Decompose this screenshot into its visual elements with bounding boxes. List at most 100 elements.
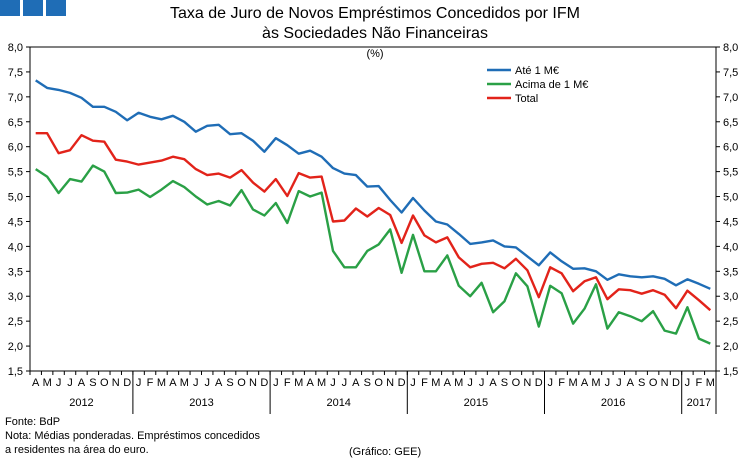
series-line-Até 1 M€: [35, 79, 711, 290]
y-tick-label-left: 5,0: [8, 192, 23, 204]
month-label: J: [330, 377, 336, 389]
month-label: A: [32, 377, 40, 389]
month-label: N: [386, 377, 394, 389]
month-label: M: [294, 377, 303, 389]
year-label: 2016: [601, 397, 625, 409]
y-tick-label-left: 3,5: [8, 266, 23, 278]
month-label: A: [352, 377, 360, 389]
month-label: F: [421, 377, 428, 389]
month-label: D: [672, 377, 680, 389]
y-tick-label-left: 8,0: [8, 42, 23, 54]
y-tick-label-left: 2,0: [8, 341, 23, 353]
month-label: A: [215, 377, 223, 389]
month-label: S: [364, 377, 371, 389]
month-label: M: [568, 377, 577, 389]
month-label: M: [180, 377, 189, 389]
month-label: S: [89, 377, 96, 389]
month-label: J: [547, 377, 553, 389]
y-tick-label-right: 3,5: [723, 266, 738, 278]
month-label: J: [616, 377, 622, 389]
month-label: O: [512, 377, 521, 389]
chart-credit: (Gráfico: GEE): [349, 446, 422, 458]
year-label: 2017: [687, 397, 711, 409]
month-label: A: [169, 377, 177, 389]
legend-label: Acima de 1 M€: [515, 79, 588, 91]
month-label: A: [627, 377, 635, 389]
month-label: A: [444, 377, 452, 389]
y-tick-label-left: 2,5: [8, 316, 23, 328]
y-tick-label-right: 4,0: [723, 241, 738, 253]
month-label: J: [479, 377, 485, 389]
month-label: N: [112, 377, 120, 389]
month-label: J: [342, 377, 348, 389]
methodology-note-line1: Nota: Médias ponderadas. Empréstimos con…: [5, 430, 260, 442]
y-tick-label-left: 3,0: [8, 291, 23, 303]
month-label: M: [43, 377, 52, 389]
month-label: D: [398, 377, 406, 389]
y-tick-label-left: 4,0: [8, 241, 23, 253]
month-label: S: [226, 377, 233, 389]
year-label: 2012: [69, 397, 93, 409]
y-tick-label-left: 4,5: [8, 216, 23, 228]
month-label: A: [78, 377, 86, 389]
month-label: A: [581, 377, 589, 389]
month-label: J: [204, 377, 210, 389]
month-label: M: [431, 377, 440, 389]
month-label: A: [489, 377, 497, 389]
month-label: N: [523, 377, 531, 389]
month-label: J: [605, 377, 611, 389]
y-tick-label-left: 7,5: [8, 67, 23, 79]
y-tick-label-right: 6,0: [723, 142, 738, 154]
y-tick-label-right: 2,5: [723, 316, 738, 328]
y-tick-label-right: 3,0: [723, 291, 738, 303]
month-label: F: [558, 377, 565, 389]
methodology-note-line2: a residentes na área do euro.: [5, 444, 149, 456]
year-label: 2014: [326, 397, 350, 409]
y-tick-label-left: 5,5: [8, 167, 23, 179]
month-label: O: [237, 377, 246, 389]
y-tick-label-right: 5,5: [723, 167, 738, 179]
month-label: J: [193, 377, 199, 389]
y-tick-label-right: 8,0: [723, 42, 738, 54]
month-label: S: [501, 377, 508, 389]
y-tick-label-right: 5,0: [723, 192, 738, 204]
series-line-Acima de 1 M€: [35, 164, 711, 345]
month-label: M: [317, 377, 326, 389]
month-label: J: [136, 377, 142, 389]
month-label: N: [249, 377, 257, 389]
y-tick-label-left: 6,0: [8, 142, 23, 154]
chart-title: Taxa de Juro de Novos Empréstimos Conced…: [0, 4, 750, 44]
y-tick-label-right: 7,5: [723, 67, 738, 79]
y-tick-label-left: 1,5: [8, 366, 23, 378]
chart-unit: (%): [366, 48, 384, 60]
y-tick-label-right: 6,5: [723, 117, 738, 129]
month-label: O: [649, 377, 658, 389]
y-tick-label-right: 2,0: [723, 341, 738, 353]
y-tick-label-right: 4,5: [723, 216, 738, 228]
month-label: F: [147, 377, 154, 389]
month-label: J: [467, 377, 473, 389]
month-label: D: [123, 377, 131, 389]
brand-logo: [0, 0, 66, 16]
month-label: O: [374, 377, 383, 389]
chart-title-line2: às Sociedades Não Financeiras: [262, 25, 488, 42]
month-label: A: [306, 377, 314, 389]
chart-title-line1: Taxa de Juro de Novos Empréstimos Conced…: [170, 5, 580, 22]
legend-label: Até 1 M€: [515, 65, 559, 77]
y-tick-label-right: 1,5: [723, 366, 738, 378]
month-label: M: [157, 377, 166, 389]
source-note: Fonte: BdP: [5, 416, 61, 428]
legend-label: Total: [515, 93, 538, 105]
month-label: M: [454, 377, 463, 389]
series-line-Total: [35, 131, 712, 312]
y-tick-label-left: 7,0: [8, 92, 23, 104]
month-label: M: [591, 377, 600, 389]
y-tick-label-right: 7,0: [723, 92, 738, 104]
month-label: F: [695, 377, 702, 389]
month-label: J: [67, 377, 73, 389]
month-label: F: [284, 377, 291, 389]
month-label: N: [661, 377, 669, 389]
month-label: J: [410, 377, 416, 389]
month-label: J: [273, 377, 279, 389]
